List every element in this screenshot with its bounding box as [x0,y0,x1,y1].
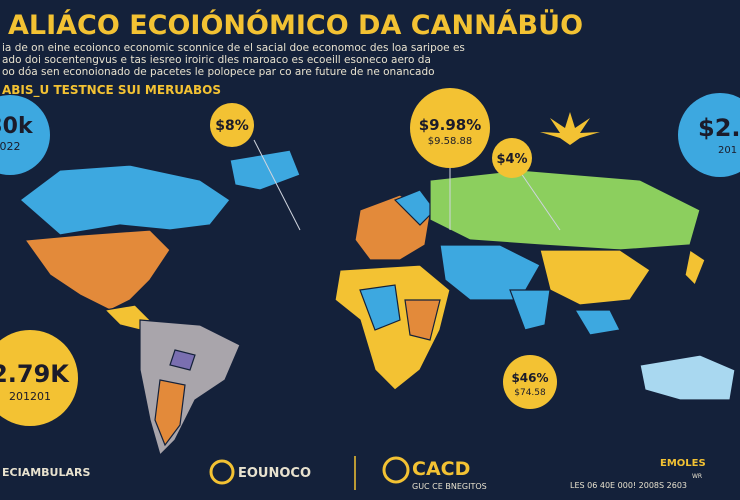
footer-right-small: WR [692,473,702,480]
south-america-south [154,379,186,447]
north-america [23,229,171,311]
southeast-asia [573,309,621,336]
logo-subtext: GUC CE BNEGITOS [412,482,487,491]
callout-sub: $9.58.88 [428,136,473,147]
south-america-region [169,349,196,371]
callout-value: $9.98% [419,116,481,134]
callout-value: 2.79K [0,360,70,388]
india [509,289,551,331]
title: ALIÁCO ECOIÓNÓMICO DA CANNÁBÜO [8,8,583,41]
intro-line: ia de on eine ecoionco economic sconnice… [2,42,465,54]
callout-value: $2. [698,114,740,142]
callout-value: $4% [496,152,527,167]
callout-value: 30k [0,114,34,139]
callout-sub: $74.58 [514,388,546,398]
leaf-icon [540,112,600,145]
africa-west [359,284,401,331]
callout-bubble [492,138,532,178]
greenland [229,149,301,191]
callout-bubble [678,93,740,177]
australia [639,354,736,401]
callout-bubble [503,355,557,409]
world-map [19,149,736,457]
callout-bubble [210,103,254,147]
callout-value: $8% [215,118,249,134]
callout-sub: 201 [718,145,737,156]
intro-line: ado doi socentengvus e tas iesreo iroiri… [2,54,431,66]
callout-sub: 022 [0,140,21,153]
callout-bubble [0,330,78,426]
footer-right-sub: LES 06 40E 000! 2008S 2603 [570,481,687,490]
intro-line: oo dóa sen econoionado de pacetes le pol… [2,66,435,78]
logo-icon [382,456,410,484]
footer-left: ECIAMBULARS [2,466,90,479]
africa-east [404,299,441,341]
logo-text: CACD [412,458,470,480]
callout-bubble [410,88,490,168]
logo-text: EOUNOCO [238,466,311,481]
japan [684,249,706,287]
footer-right: EMOLES [660,458,706,469]
section-heading: ABIS_U TESTNCE SUI MERUABOS [2,83,221,98]
north-america-north [19,164,231,236]
logo-icon [209,459,235,485]
callout-bubble [0,95,50,175]
callout-value: $46% [511,371,548,385]
callout-sub: 201201 [9,390,51,403]
